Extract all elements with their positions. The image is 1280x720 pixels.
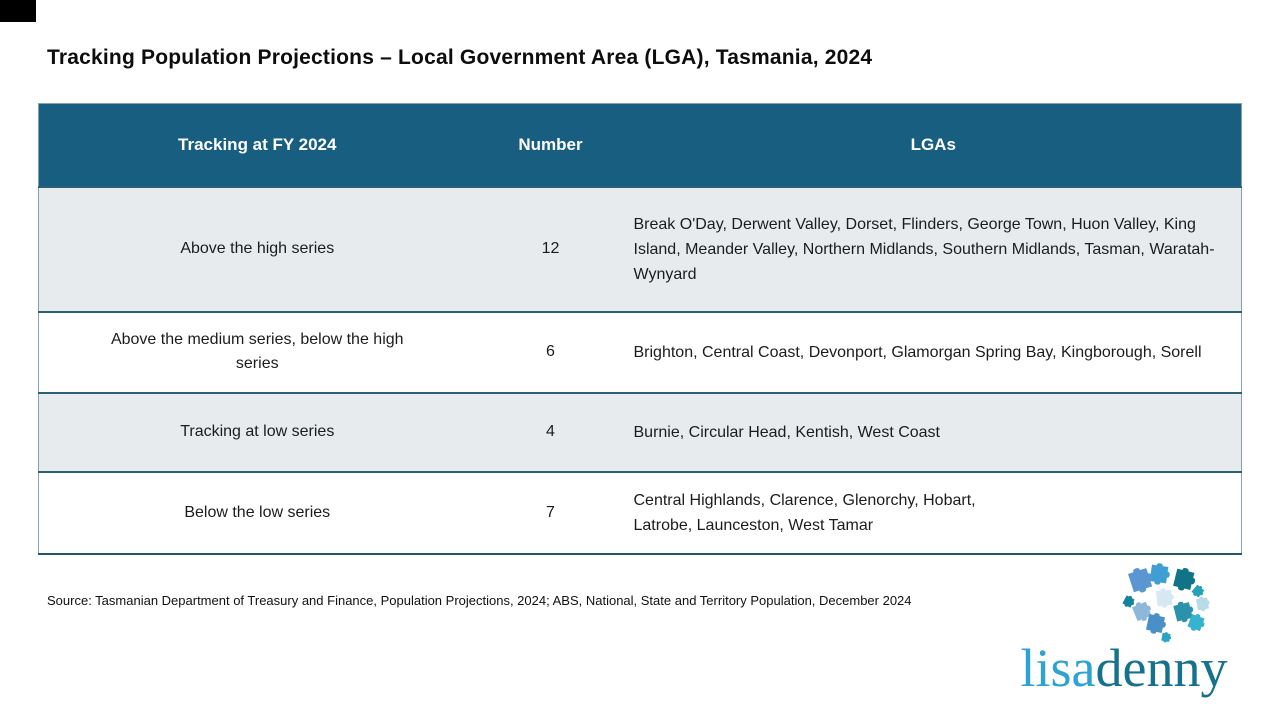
cell-lgas: Break O'Day, Derwent Valley, Dorset, Fli… bbox=[625, 185, 1242, 312]
header-number: Number bbox=[475, 103, 626, 187]
table-row: Above the high series 12 Break O'Day, De… bbox=[38, 185, 1242, 312]
cell-number: 12 bbox=[475, 185, 626, 312]
logo-text-dark: denny bbox=[1095, 638, 1228, 698]
lisadenny-logo: lisadenny bbox=[996, 556, 1252, 706]
cell-tracking: Tracking at low series bbox=[38, 391, 476, 472]
cell-number: 7 bbox=[475, 470, 626, 554]
logo-wordmark: lisadenny bbox=[996, 638, 1252, 698]
projection-table: Tracking at FY 2024 Number LGAs Above th… bbox=[38, 103, 1242, 555]
header-tracking: Tracking at FY 2024 bbox=[38, 103, 476, 187]
source-note: Source: Tasmanian Department of Treasury… bbox=[47, 593, 912, 608]
table-row: Tracking at low series 4 Burnie, Circula… bbox=[38, 391, 1242, 472]
logo-text-light: lisa bbox=[1020, 638, 1096, 698]
cell-lgas: Central Highlands, Clarence, Glenorchy, … bbox=[625, 470, 1242, 554]
table-header-row: Tracking at FY 2024 Number LGAs bbox=[38, 103, 1242, 187]
header-lgas: LGAs bbox=[625, 103, 1242, 187]
table-row: Above the medium series, below the high … bbox=[38, 310, 1242, 393]
cell-lgas: Brighton, Central Coast, Devonport, Glam… bbox=[625, 310, 1242, 393]
cell-lgas: Burnie, Circular Head, Kentish, West Coa… bbox=[625, 391, 1242, 472]
cell-tracking: Above the high series bbox=[38, 185, 476, 312]
cell-tracking: Below the low series bbox=[38, 470, 476, 554]
cell-number: 6 bbox=[475, 310, 626, 393]
cell-number: 4 bbox=[475, 391, 626, 472]
cell-tracking: Above the medium series, below the high … bbox=[38, 310, 476, 393]
page-title: Tracking Population Projections – Local … bbox=[47, 46, 873, 69]
corner-mark bbox=[0, 0, 36, 22]
table-row: Below the low series 7 Central Highlands… bbox=[38, 470, 1242, 554]
